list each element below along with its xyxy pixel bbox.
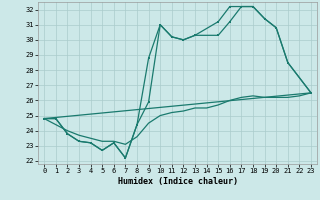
- X-axis label: Humidex (Indice chaleur): Humidex (Indice chaleur): [118, 177, 238, 186]
